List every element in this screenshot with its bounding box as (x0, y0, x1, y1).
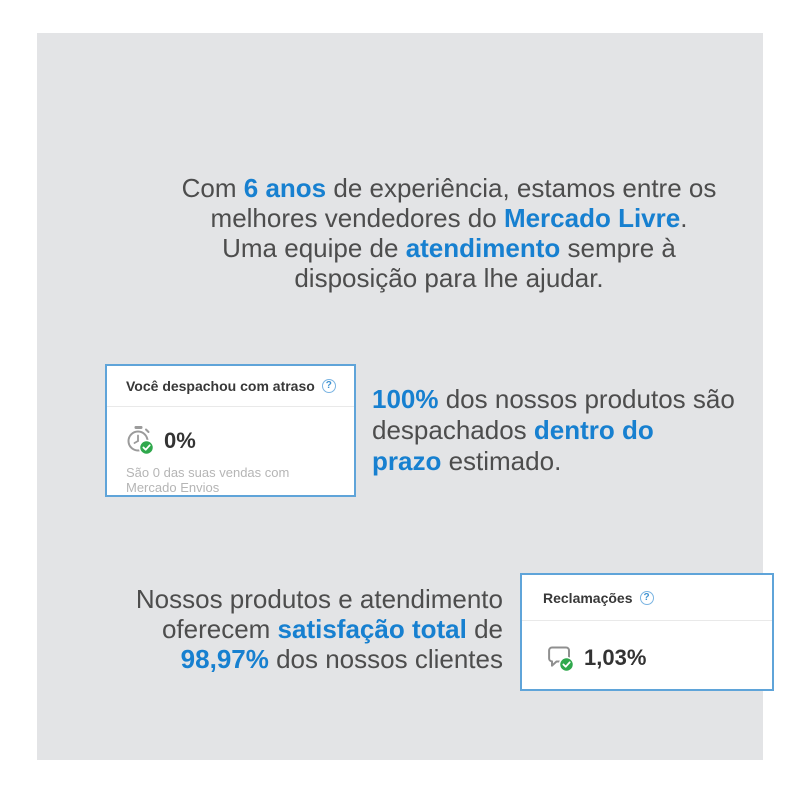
plain-text: melhores vendedores do (210, 203, 504, 233)
shipping-card-subtitle: São 0 das suas vendas com Mercado Envios (126, 465, 290, 495)
shipping-text: 100% dos nossos produtos são despachados … (372, 384, 762, 477)
help-icon[interactable]: ? (321, 379, 336, 393)
shipping-card-title: Você despachou com atraso (126, 378, 315, 394)
highlight-text: 100% (372, 384, 439, 414)
highlight-text: 6 anos (243, 173, 327, 203)
highlight-text: 98,97% (180, 644, 269, 674)
plain-text: oferecem (161, 614, 278, 644)
help-icon[interactable]: ? (639, 590, 654, 605)
shipping-metric-card: Você despachou com atraso ? 0% São (105, 364, 356, 497)
satisfaction-text: Nossos produtos e atendimento oferecem sa… (117, 584, 503, 674)
shipping-metric-value: 0% (164, 427, 196, 453)
plain-text: disposição para lhe ajudar. (294, 263, 604, 293)
info-panel: Com 6 anos de experiência, estamos entre… (37, 33, 774, 760)
claims-card-title: Reclamações (543, 589, 633, 606)
shipping-card-body: 0% São 0 das suas vendas com Mercado Env… (107, 407, 354, 495)
plain-text: dos nossos produtos são (438, 384, 735, 414)
shipping-metric-row: 0% (124, 425, 336, 456)
chat-bubble-check-icon (548, 646, 575, 673)
plain-text: Uma equipe de (222, 233, 406, 263)
plain-text: . (680, 203, 688, 233)
plain-text: despachados (372, 415, 534, 445)
highlight-text: atendimento (405, 233, 561, 263)
plain-text: estimado. (441, 446, 562, 476)
claims-card-header: Reclamações ? (522, 575, 772, 621)
stopwatch-check-icon (127, 426, 155, 456)
highlight-text: dentro do (533, 415, 654, 445)
intro-text: Com 6 anos de experiência, estamos entre… (139, 173, 759, 293)
plain-text: de experiência, estamos entre os (326, 173, 717, 203)
shipping-card-header: Você despachou com atraso ? (107, 366, 354, 407)
claims-metric-card: Reclamações ? 1,03% (520, 573, 774, 691)
plain-text: sempre à (560, 233, 676, 263)
claims-metric-value: 1,03% (584, 644, 647, 670)
highlight-text: Mercado Livre (503, 203, 681, 233)
plain-text: de (466, 614, 503, 644)
highlight-text: satisfação total (277, 614, 467, 644)
claims-metric-row: 1,03% (544, 642, 754, 673)
highlight-text: prazo (372, 446, 442, 476)
check-badge-icon (558, 656, 575, 673)
check-badge-icon (138, 439, 155, 456)
claims-card-body: 1,03% (522, 621, 772, 673)
plain-text: dos nossos clientes (268, 644, 503, 674)
plain-text: Nossos produtos e atendimento (135, 584, 503, 614)
plain-text: Com (181, 173, 244, 203)
